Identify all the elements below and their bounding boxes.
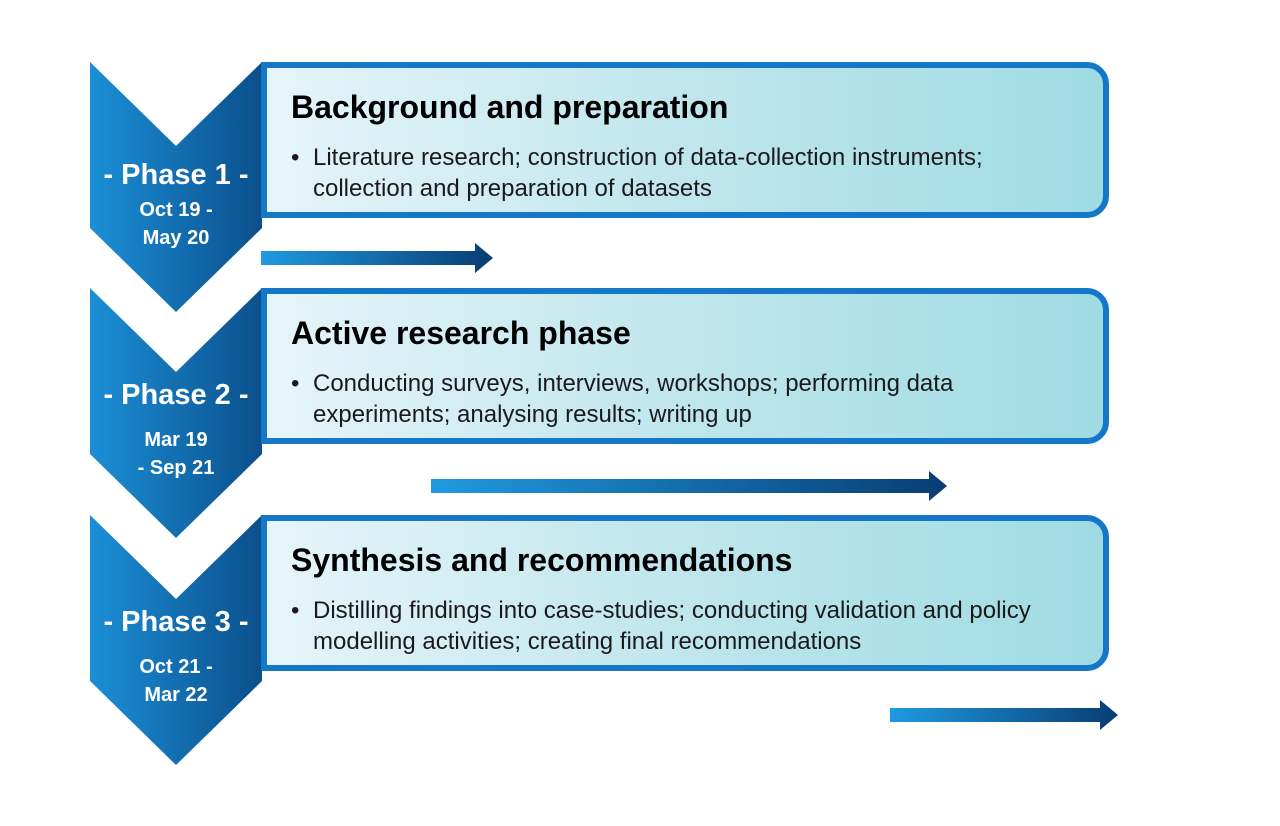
- phase-3-box: Synthesis and recommendations • Distilli…: [261, 515, 1109, 671]
- phase-bullet-text: Conducting surveys, interviews, workshop…: [313, 370, 954, 428]
- phase-1-chevron: - Phase 1 - Oct 19 - May 20: [90, 62, 262, 312]
- phase-bullet: • Distilling findings into case-studies;…: [289, 595, 1089, 657]
- phase-2-box: Active research phase • Conducting surve…: [261, 288, 1109, 444]
- phase-dates-start: Mar 19: [144, 429, 208, 451]
- bullet-icon: •: [291, 597, 300, 624]
- phase-1-box: Background and preparation • Literature …: [261, 62, 1109, 218]
- phase-3-chevron: - Phase 3 - Oct 21 - Mar 22: [90, 515, 262, 765]
- chevron-down-icon: [90, 288, 262, 538]
- arrow-right-icon: [431, 471, 947, 501]
- phase-title: Background and preparation: [291, 89, 729, 125]
- phase-dates: Oct 19 - May 20: [90, 196, 262, 252]
- phase-bullet: • Conducting surveys, interviews, worksh…: [289, 368, 1089, 430]
- phase-title: Active research phase: [291, 315, 631, 351]
- phase-3-progress-arrow: [890, 700, 1118, 730]
- arrow-right-icon: [890, 700, 1118, 730]
- phase-dates-end: - Sep 21: [137, 457, 215, 479]
- phase-dates-start: Oct 21 -: [139, 656, 213, 678]
- phase-dates: Mar 19 - Sep 21: [90, 426, 262, 482]
- phase-bullet: • Literature research; construction of d…: [289, 142, 1089, 204]
- phase-label: - Phase 1 -: [103, 159, 249, 191]
- chevron-down-icon: [90, 515, 262, 765]
- phase-2-progress-arrow: [431, 471, 947, 501]
- bullet-icon: •: [291, 144, 300, 171]
- phase-label: - Phase 3 -: [103, 606, 249, 638]
- chevron-down-icon: [90, 62, 262, 312]
- phase-label: - Phase 2 -: [103, 379, 249, 411]
- arrow-right-icon: [261, 243, 493, 273]
- phase-dates-end: May 20: [142, 227, 210, 249]
- bullet-icon: •: [291, 370, 300, 397]
- phase-dates-end: Mar 22: [144, 684, 208, 706]
- phase-2-chevron: - Phase 2 - Mar 19 - Sep 21: [90, 288, 262, 538]
- phase-dates: Oct 21 - Mar 22: [90, 653, 262, 709]
- phase-bullet-text: Literature research; construction of dat…: [313, 144, 983, 202]
- phase-bullet-text: Distilling findings into case-studies; c…: [313, 597, 1031, 655]
- phase-title: Synthesis and recommendations: [291, 542, 793, 578]
- phase-1-progress-arrow: [261, 243, 493, 273]
- phase-dates-start: Oct 19 -: [139, 199, 213, 221]
